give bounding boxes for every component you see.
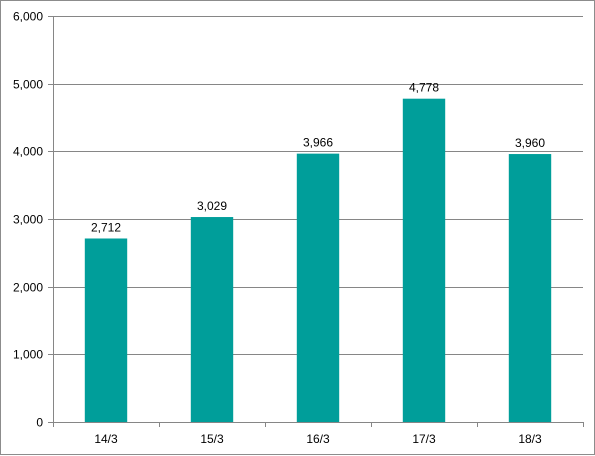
- data-label: 4,778: [409, 81, 439, 95]
- data-label: 2,712: [91, 220, 121, 234]
- bar: [190, 217, 234, 422]
- labels: 0 1,000 2,000 3,000 4,000 5,000 6,000 2,712 14/3…: [13, 10, 545, 447]
- data-label: 3,960: [515, 136, 545, 150]
- x-tick-label: 15/3: [200, 432, 224, 446]
- y-tick-label: 6,000: [13, 10, 43, 24]
- data-label: 3,966: [303, 136, 333, 150]
- y-tick-label: 0: [36, 416, 43, 430]
- x-tick-label: 17/3: [412, 432, 436, 446]
- y-tick-label: 3,000: [13, 213, 43, 227]
- bar: [402, 98, 446, 423]
- x-tick-label: 14/3: [94, 432, 118, 446]
- bars: [84, 98, 552, 423]
- y-tick-label: 1,000: [13, 348, 43, 362]
- x-tick-label: 18/3: [518, 432, 542, 446]
- y-tick-label: 4,000: [13, 145, 43, 159]
- x-tick-label: 16/3: [306, 432, 330, 446]
- bar: [84, 238, 128, 422]
- y-tick-label: 2,000: [13, 281, 43, 295]
- axes: [48, 16, 584, 427]
- data-label: 3,029: [197, 199, 227, 213]
- bar: [508, 154, 552, 423]
- bar: [296, 153, 340, 422]
- y-tick-label: 5,000: [13, 78, 43, 92]
